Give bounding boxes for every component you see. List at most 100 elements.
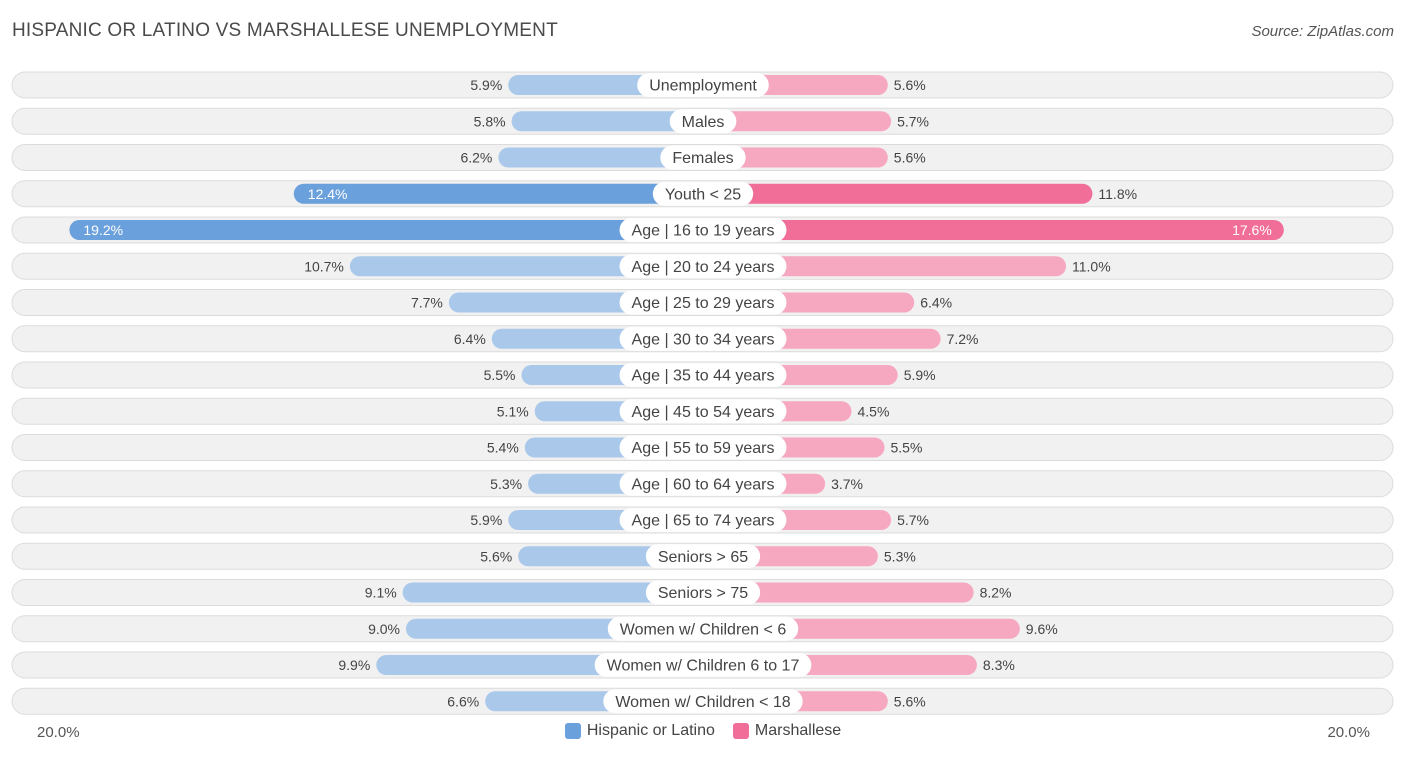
category-label-bg	[619, 218, 787, 242]
chart-row: Age | 30 to 34 years 6.4% 7.2%	[11, 325, 1394, 353]
value-label-hispanic: 9.9%	[338, 657, 370, 673]
bar-hispanic	[293, 183, 703, 204]
category-label-bg	[645, 580, 761, 605]
value-label-hispanic: 6.6%	[447, 693, 479, 709]
value-label-marshallese: 5.3%	[884, 548, 916, 564]
chart-row: Seniors > 75 9.1% 8.2%	[11, 579, 1394, 606]
chart-row: Age | 25 to 29 years 7.7% 6.4%	[11, 289, 1394, 316]
chart-row: Unemployment 5.9% 5.6%	[11, 71, 1394, 99]
category-label-bg	[619, 290, 787, 315]
bar-marshallese	[703, 582, 974, 603]
category-label-bg	[607, 616, 799, 641]
category-label: Age | 25 to 29 years	[632, 295, 775, 312]
legend: Hispanic or Latino Marshallese	[0, 722, 1406, 740]
category-label: Youth < 25	[665, 186, 741, 203]
chart-row: Women w/ Children < 18 6.6% 5.6%	[11, 687, 1394, 715]
category-label: Age | 16 to 19 years	[632, 223, 775, 240]
category-label-bg	[619, 508, 787, 532]
category-label-bg	[619, 435, 787, 460]
bar-hispanic	[511, 111, 703, 132]
category-label: Unemployment	[649, 78, 757, 95]
chart-row: Age | 35 to 44 years 5.5% 5.9%	[11, 361, 1394, 389]
value-label-marshallese: 7.2%	[947, 331, 979, 347]
category-label: Age | 30 to 34 years	[632, 331, 775, 348]
category-label: Age | 55 to 59 years	[632, 440, 775, 457]
value-label-hispanic: 6.4%	[454, 331, 486, 347]
bar-marshallese	[703, 256, 1066, 277]
category-label: Males	[682, 114, 725, 131]
value-label-marshallese: 6.4%	[920, 295, 952, 311]
chart-row: Youth < 25 12.4% 11.8%	[11, 180, 1394, 208]
value-label-hispanic: 5.9%	[470, 77, 502, 93]
bar-hispanic	[69, 220, 703, 240]
value-label-hispanic: 10.7%	[304, 258, 344, 274]
chart-row: Age | 20 to 24 years 10.7% 11.0%	[11, 252, 1394, 280]
value-label-hispanic: 5.6%	[480, 548, 512, 564]
legend-swatch-marshallese	[732, 723, 749, 739]
category-label-bg	[619, 399, 787, 424]
bar-hispanic	[498, 147, 703, 168]
value-label-marshallese: 8.2%	[980, 585, 1012, 601]
value-label-marshallese: 5.6%	[894, 150, 926, 166]
category-label: Age | 35 to 44 years	[632, 368, 775, 385]
category-label-bg	[652, 181, 754, 206]
category-label-bg	[619, 471, 787, 496]
value-label-hispanic: 7.7%	[411, 295, 443, 311]
value-label-marshallese: 5.6%	[894, 693, 926, 709]
left-axis-max-label: 20.0%	[37, 724, 80, 741]
category-label-bg	[594, 653, 812, 677]
category-label: Seniors > 75	[658, 585, 748, 602]
value-label-hispanic: 9.1%	[365, 585, 397, 601]
value-label-hispanic: 5.9%	[470, 512, 502, 528]
chart-row: Females 6.2% 5.6%	[11, 144, 1394, 171]
value-label-marshallese: 5.5%	[891, 440, 923, 456]
chart-row: Women w/ Children < 6 9.0% 9.6%	[11, 615, 1394, 643]
category-label-bg	[619, 254, 787, 279]
value-label-marshallese: 8.3%	[983, 657, 1015, 673]
bar-marshallese	[703, 111, 892, 132]
category-label: Seniors > 65	[658, 549, 748, 566]
bar-hispanic	[402, 582, 703, 603]
chart-row: Seniors > 65 5.6% 5.3%	[11, 542, 1394, 570]
chart-row: Age | 60 to 64 years 5.3% 3.7%	[11, 470, 1394, 498]
bar-marshallese	[703, 147, 888, 168]
category-label-bg	[603, 689, 803, 714]
value-label-hispanic: 5.8%	[474, 113, 506, 129]
bar-marshallese	[703, 183, 1093, 204]
category-label: Women w/ Children < 6	[620, 621, 787, 638]
value-label-marshallese: 5.7%	[897, 512, 929, 528]
chart-row: Women w/ Children 6 to 17 9.9% 8.3%	[11, 651, 1394, 679]
value-label-marshallese: 5.9%	[904, 367, 936, 383]
value-label-hispanic: 12.4%	[308, 186, 348, 202]
bar-marshallese	[703, 220, 1284, 240]
legend-item-hispanic[interactable]: Hispanic or Latino	[564, 722, 715, 740]
value-label-marshallese: 11.8%	[1098, 186, 1137, 202]
category-label: Age | 60 to 64 years	[632, 476, 775, 493]
legend-swatch-hispanic	[564, 723, 581, 739]
category-label: Age | 45 to 54 years	[632, 404, 775, 421]
chart-row: Age | 16 to 19 years 19.2% 17.6%	[11, 216, 1394, 244]
value-label-marshallese: 9.6%	[1026, 621, 1058, 637]
value-label-marshallese: 5.7%	[897, 113, 929, 129]
category-label: Females	[672, 150, 733, 167]
category-label: Age | 20 to 24 years	[632, 259, 775, 276]
value-label-hispanic: 9.0%	[368, 621, 400, 637]
category-label-bg	[669, 109, 737, 134]
value-label-marshallese: 17.6%	[1232, 222, 1272, 238]
bar-hispanic	[349, 256, 703, 277]
category-label: Age | 65 to 74 years	[632, 513, 775, 530]
legend-label-marshallese: Marshallese	[754, 722, 842, 739]
legend-item-marshallese[interactable]: Marshallese	[732, 722, 842, 740]
chart-title: HISPANIC OR LATINO VS MARSHALLESE UNEMPL…	[12, 20, 558, 41]
value-label-hispanic: 5.5%	[484, 367, 516, 383]
chart-row: Age | 65 to 74 years 5.9% 5.7%	[11, 506, 1394, 534]
category-label-bg	[660, 145, 746, 170]
value-label-marshallese: 5.6%	[894, 77, 926, 93]
legend-label-hispanic: Hispanic or Latino	[586, 722, 715, 739]
chart-row: Males 5.8% 5.7%	[11, 107, 1394, 135]
value-label-hispanic: 5.4%	[487, 440, 519, 456]
category-label: Women w/ Children < 18	[615, 694, 790, 711]
category-label-bg	[645, 544, 761, 569]
category-label-bg	[619, 363, 787, 387]
